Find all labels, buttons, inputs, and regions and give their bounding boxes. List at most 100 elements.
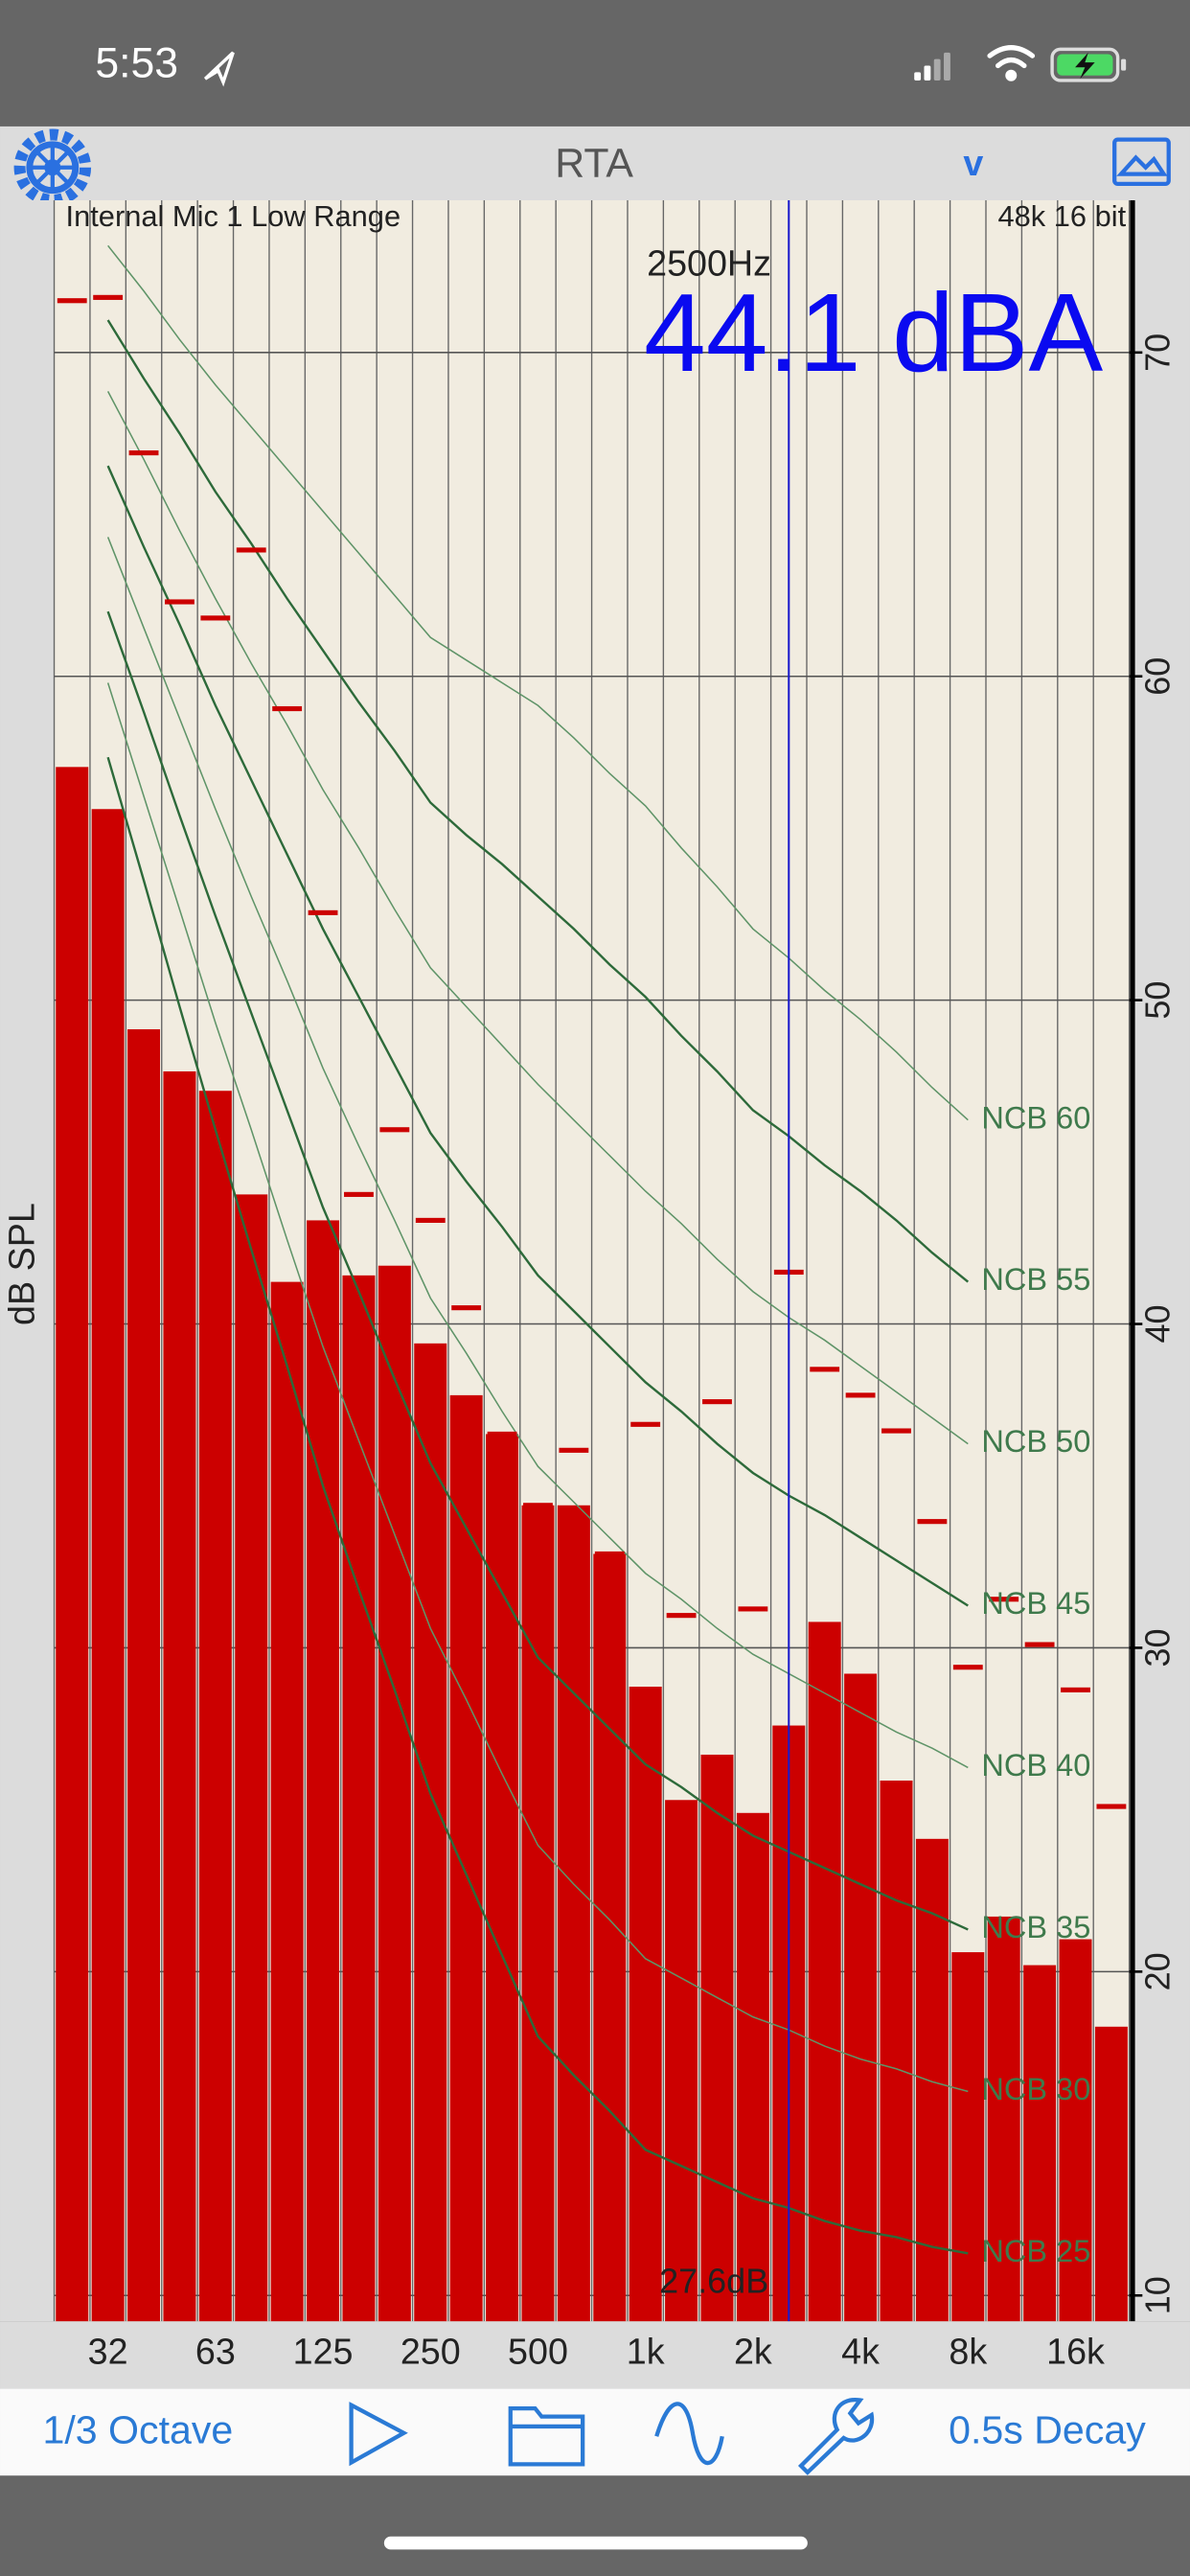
bar bbox=[593, 1553, 627, 2322]
peak-hold bbox=[702, 1399, 732, 1405]
bar bbox=[1094, 2026, 1128, 2322]
status-time: 5:53 bbox=[95, 39, 178, 86]
level-readout: 44.1 dBA bbox=[644, 270, 1103, 395]
bar bbox=[56, 767, 89, 2322]
ncb-curve bbox=[107, 244, 969, 1121]
ncb-label: NCB 50 bbox=[981, 1424, 1090, 1459]
signal-icon bbox=[914, 52, 950, 80]
home-area bbox=[0, 2475, 1190, 2576]
x-tick-label: 125 bbox=[293, 2332, 354, 2372]
peak-hold bbox=[200, 615, 231, 621]
peak-hold bbox=[523, 1503, 553, 1508]
x-ticks: 32 63 125 250 500 1k 2k 4k 8k 16k bbox=[88, 2332, 1105, 2372]
x-tick-label: 63 bbox=[195, 2332, 236, 2372]
resolution-button[interactable]: 1/3 Octave bbox=[42, 2408, 233, 2452]
bar bbox=[378, 1265, 411, 2322]
y-tick-label: 30 bbox=[1138, 1628, 1178, 1667]
x-tick-label: 16k bbox=[1046, 2332, 1105, 2372]
settings-button[interactable] bbox=[13, 128, 92, 206]
peak-hold bbox=[1024, 1642, 1055, 1647]
play-button[interactable] bbox=[349, 2402, 408, 2467]
left-margin bbox=[0, 199, 55, 2322]
cursor-frequency: 2500Hz bbox=[647, 242, 771, 283]
battery-icon bbox=[1050, 47, 1127, 82]
ncb-curves bbox=[106, 244, 970, 2255]
peak-hold bbox=[559, 1447, 589, 1453]
ncb-curve bbox=[106, 319, 970, 1283]
files-button[interactable] bbox=[508, 2405, 585, 2467]
tools-button[interactable] bbox=[797, 2398, 875, 2475]
toolbar bbox=[0, 2388, 1190, 2476]
x-tick-label: 4k bbox=[841, 2332, 880, 2372]
peak-hold bbox=[845, 1392, 876, 1398]
right-axis-strip bbox=[1129, 199, 1190, 2322]
bar bbox=[557, 1505, 590, 2322]
input-label: Internal Mic 1 Low Range bbox=[66, 199, 401, 233]
peak-hold bbox=[451, 1305, 482, 1311]
peak-hold bbox=[487, 1431, 517, 1437]
grid bbox=[53, 199, 1131, 2322]
ncb-label: NCB 40 bbox=[981, 1748, 1090, 1782]
bar bbox=[700, 1754, 734, 2322]
y-ticks: 10 20 30 40 50 60 70 bbox=[1129, 334, 1178, 2314]
bar bbox=[521, 1505, 555, 2322]
menu-button[interactable]: v bbox=[963, 143, 983, 183]
screenshot-button[interactable] bbox=[1112, 137, 1171, 187]
y-tick-label: 20 bbox=[1138, 1952, 1178, 1990]
bar bbox=[665, 1800, 698, 2322]
ncb-label: NCB 60 bbox=[981, 1100, 1090, 1135]
peak-hold bbox=[989, 1597, 1019, 1602]
bar bbox=[987, 1916, 1020, 2322]
x-tick-label: 2k bbox=[734, 2332, 772, 2372]
ncb-curve bbox=[106, 610, 969, 1931]
peak-hold bbox=[1061, 1687, 1090, 1692]
peak-hold bbox=[308, 909, 338, 915]
ncb-curve bbox=[106, 537, 969, 1769]
bar bbox=[342, 1275, 376, 2322]
x-tick-label: 32 bbox=[88, 2332, 128, 2372]
ncb-curve bbox=[106, 391, 969, 1445]
bar bbox=[951, 1952, 985, 2322]
generator-button[interactable] bbox=[654, 2402, 724, 2466]
decay-button[interactable]: 0.5s Decay bbox=[949, 2408, 1146, 2452]
y-tick-label: 50 bbox=[1138, 981, 1178, 1020]
x-axis-strip bbox=[0, 2321, 1190, 2389]
x-tick-label: 250 bbox=[400, 2332, 461, 2372]
peak-hold bbox=[594, 1551, 625, 1557]
y-tick-label: 10 bbox=[1138, 2276, 1178, 2314]
peak-hold bbox=[128, 449, 159, 456]
ncb-label: NCB 45 bbox=[981, 1586, 1090, 1621]
ncb-label: NCB 55 bbox=[981, 1262, 1090, 1297]
bar bbox=[629, 1686, 662, 2322]
ncb-label: NCB 35 bbox=[981, 1910, 1090, 1944]
peak-hold bbox=[93, 294, 124, 300]
bar bbox=[1023, 1965, 1057, 2322]
peak-hold bbox=[272, 705, 303, 712]
ncb-curve bbox=[106, 682, 969, 2093]
bar bbox=[414, 1343, 447, 2322]
x-tick-label: 1k bbox=[627, 2332, 665, 2372]
ncb-curve bbox=[106, 756, 969, 2255]
location-icon bbox=[203, 51, 235, 87]
nav-title: RTA bbox=[555, 140, 633, 186]
bar bbox=[1059, 1939, 1092, 2322]
peak-hold bbox=[379, 1127, 410, 1133]
format-label: 48k 16 bit bbox=[997, 199, 1126, 233]
ncb-label: NCB 30 bbox=[981, 2072, 1090, 2106]
peak-hold bbox=[738, 1606, 768, 1612]
bar bbox=[235, 1194, 268, 2322]
bar bbox=[844, 1673, 878, 2322]
bar bbox=[127, 1029, 161, 2322]
bar bbox=[808, 1622, 841, 2322]
bar bbox=[449, 1394, 483, 2322]
wifi-icon bbox=[987, 45, 1036, 81]
x-tick-label: 500 bbox=[508, 2332, 568, 2372]
bars bbox=[56, 767, 1128, 2322]
peak-holds bbox=[57, 294, 1127, 1809]
bar bbox=[198, 1091, 232, 2322]
cursor-level: 27.6dB bbox=[659, 2261, 768, 2300]
peak-hold bbox=[344, 1191, 374, 1197]
status-bar bbox=[0, 0, 1190, 126]
y-tick-label: 60 bbox=[1138, 657, 1178, 696]
